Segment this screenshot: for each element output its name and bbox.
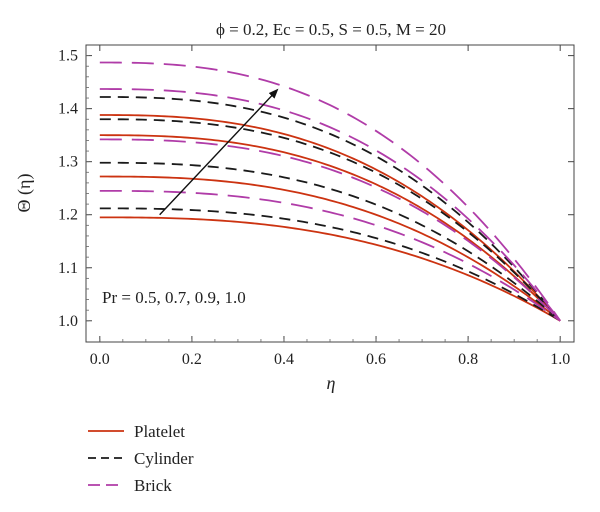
ticks-layer: 0.0 0.2 0.4 0.6 0.8 1.0 1.0 1.1 1.2 1.3 1.4 1.5 bbox=[58, 45, 574, 368]
series-line-cylinder bbox=[99, 118, 561, 322]
legend-label-cylinder: Cylinder bbox=[134, 449, 194, 468]
y-tick-label: 1.0 bbox=[58, 313, 78, 330]
y-tick-label: 1.4 bbox=[58, 101, 78, 118]
x-tick-label: 0.0 bbox=[90, 351, 110, 368]
x-tick-label: 0.6 bbox=[366, 351, 386, 368]
x-tick-label: 0.4 bbox=[274, 351, 294, 368]
y-tick-label: 1.2 bbox=[58, 207, 78, 224]
legend-label-brick: Brick bbox=[134, 476, 172, 495]
series-line-brick bbox=[99, 138, 561, 322]
series-line-cylinder bbox=[99, 96, 561, 322]
x-axis-label: η bbox=[327, 373, 336, 393]
legend-label-platelet: Platelet bbox=[134, 422, 185, 441]
trend-arrow bbox=[159, 88, 279, 216]
x-tick-label: 0.8 bbox=[458, 351, 478, 368]
series-line-platelet bbox=[99, 175, 561, 322]
chart-title: ϕ = 0.2, Ec = 0.5, S = 0.5, M = 20 bbox=[216, 20, 446, 39]
x-tick-label: 1.0 bbox=[550, 351, 570, 368]
pr-annotation: Pr = 0.5, 0.7, 0.9, 1.0 bbox=[102, 288, 246, 307]
y-tick-label: 1.1 bbox=[58, 260, 78, 277]
series-line-platelet bbox=[99, 216, 561, 322]
x-tick-label: 0.2 bbox=[182, 351, 202, 368]
y-tick-label: 1.5 bbox=[58, 48, 78, 65]
y-axis-label: Θ (η) bbox=[14, 174, 35, 213]
y-tick-label: 1.3 bbox=[58, 154, 78, 171]
legend: Platelet Cylinder Brick bbox=[88, 422, 194, 495]
series-line-brick bbox=[99, 88, 561, 322]
series-line-cylinder bbox=[99, 207, 561, 322]
curves-layer bbox=[99, 61, 561, 322]
arrow-layer bbox=[159, 88, 279, 216]
series-line-platelet bbox=[99, 134, 561, 322]
series-line-cylinder bbox=[99, 161, 561, 322]
series-line-brick bbox=[99, 189, 561, 322]
series-line-platelet bbox=[99, 114, 561, 322]
series-line-brick bbox=[99, 61, 561, 322]
